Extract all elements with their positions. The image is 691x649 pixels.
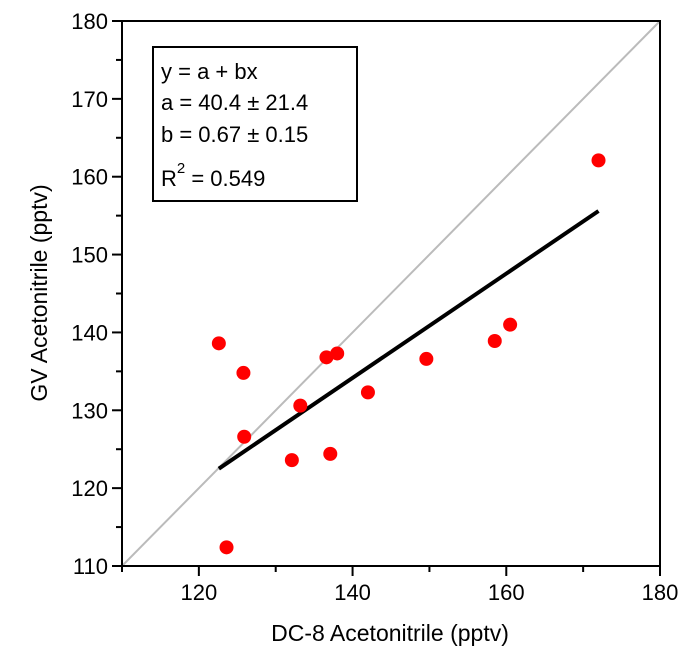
- data-point: [237, 429, 252, 444]
- annotation-frame: [152, 46, 358, 202]
- r2-letter: R: [161, 166, 177, 191]
- y-tick-label: 130: [71, 398, 108, 423]
- annotation-b: b = 0.67 ± 0.15: [161, 122, 308, 147]
- y-ticks: 110 120 130 140 150 160 170 180: [71, 9, 122, 579]
- data-point: [419, 351, 434, 366]
- y-tick-label: 170: [71, 87, 108, 112]
- y-tick-label: 160: [71, 165, 108, 190]
- x-tick-label: 120: [180, 580, 217, 605]
- fit-line-layer: [217, 209, 600, 471]
- x-axis-title: DC-8 Acetonitrile (pptv): [271, 620, 509, 646]
- data-point: [330, 346, 345, 361]
- points-layer: [211, 153, 606, 555]
- y-tick-label: 180: [71, 9, 108, 34]
- fit-line: [217, 209, 600, 471]
- x-tick-label: 140: [334, 580, 371, 605]
- x-ticks: 120 140 160 180: [121, 566, 679, 605]
- data-point: [503, 317, 518, 332]
- x-tick-label: 160: [488, 580, 525, 605]
- y-tick-label: 140: [71, 320, 108, 345]
- data-point: [487, 333, 502, 348]
- one-to-one-line-layer: [121, 20, 661, 567]
- y-tick-label: 120: [71, 476, 108, 501]
- r2-value: = 0.549: [185, 166, 265, 191]
- data-point: [293, 398, 308, 413]
- fit-annotation-box: y = a + bx a = 40.4 ± 21.4 b = 0.67 ± 0.…: [152, 46, 358, 202]
- data-point: [284, 453, 299, 468]
- y-axis-title: GV Acetonitrile (pptv): [26, 184, 52, 401]
- y-tick-label: 150: [71, 243, 108, 268]
- annotation-a: a = 40.4 ± 21.4: [161, 90, 308, 115]
- data-point: [219, 540, 234, 555]
- one-to-one-line: [121, 20, 661, 567]
- annotation-r2: R2 = 0.549: [161, 160, 265, 191]
- data-point: [360, 385, 375, 400]
- data-point: [591, 153, 606, 168]
- y-tick-label: 110: [73, 554, 108, 579]
- annotation-equation: y = a + bx: [161, 59, 258, 84]
- data-point: [236, 365, 251, 380]
- data-point: [211, 336, 226, 351]
- data-point: [323, 446, 338, 461]
- r2-superscript: 2: [177, 160, 185, 177]
- x-tick-label: 180: [642, 580, 679, 605]
- data-point: [319, 350, 334, 365]
